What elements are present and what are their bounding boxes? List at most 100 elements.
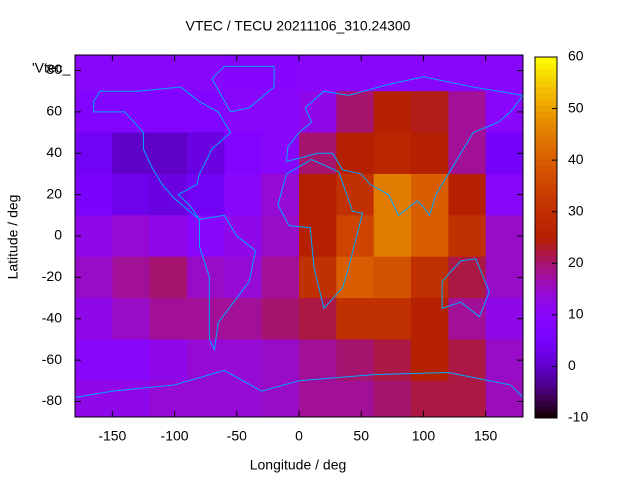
coastline (441, 258, 490, 318)
y-axis-label: Latitude / deg (5, 195, 21, 280)
y-tick-label: -60 (42, 351, 62, 367)
colorbar-step (535, 315, 557, 323)
colorbar-step (535, 411, 557, 419)
colorbar-step (535, 375, 557, 383)
heatmap-cell (411, 55, 449, 92)
heatmap-cell (373, 55, 412, 92)
colorbar-tick-label: 50 (568, 99, 584, 115)
colorbar-step (535, 171, 557, 178)
x-tick-label: -150 (98, 428, 126, 444)
heatmap-cell (224, 256, 263, 299)
colorbar-frame (534, 56, 558, 419)
colorbar-step (535, 393, 557, 401)
heatmap-cell (448, 256, 487, 299)
coastline (93, 86, 232, 220)
colorbar-step (535, 405, 557, 413)
heatmap-cell (373, 215, 412, 258)
heatmap-cell (75, 173, 113, 216)
colorbar-step (535, 99, 557, 106)
heatmap (75, 55, 523, 417)
heatmap-cell (299, 298, 337, 340)
heatmap-cell (336, 91, 375, 134)
colorbar-step (535, 261, 557, 269)
heatmap-cell (299, 173, 337, 216)
heatmap-cell (75, 256, 113, 299)
y-tick-label: 40 (46, 144, 62, 160)
colorbar-step (535, 291, 557, 299)
heatmap-cell (485, 298, 523, 340)
x-tick-label: 150 (474, 428, 498, 444)
colorbar-step (535, 381, 557, 389)
heatmap-cell (224, 215, 263, 258)
heatmap-cell (149, 298, 188, 340)
heatmap-cell (485, 339, 523, 382)
heatmap-cell (187, 256, 225, 299)
heatmap-cell (411, 380, 449, 417)
y-tick-label: 60 (46, 103, 62, 119)
colorbar-step (535, 123, 557, 130)
heatmap-cell (299, 339, 337, 382)
colorbar-step (535, 69, 557, 76)
colorbar-step (535, 63, 557, 70)
heatmap-cell (299, 380, 337, 417)
colorbar-step (535, 357, 557, 365)
colorbar-step (535, 87, 557, 94)
heatmap-cell (187, 55, 225, 92)
heatmap-cell (149, 215, 188, 258)
colorbar-step (535, 279, 557, 287)
heatmap-cell (112, 132, 151, 175)
heatmap-cell (261, 215, 300, 258)
heatmap-cell (299, 55, 337, 92)
colorbar-step (535, 189, 557, 196)
heatmap-cell (336, 132, 375, 175)
colorbar-step (535, 351, 557, 359)
y-tick-label: 0 (54, 227, 62, 243)
colorbar-step (535, 207, 557, 214)
colorbar-step (535, 117, 557, 124)
heatmap-cell (75, 215, 113, 258)
coastline (198, 214, 256, 352)
colorbar-step (535, 165, 557, 172)
heatmap-cell (224, 91, 263, 134)
colorbar-step (535, 153, 557, 160)
colorbar-step (535, 333, 557, 341)
colorbar-step (535, 147, 557, 154)
y-tick-label: -80 (42, 392, 62, 408)
heatmap-cell (75, 132, 113, 175)
heatmap-cell (112, 339, 151, 382)
heatmap-cell (411, 173, 449, 216)
heatmap-cell (411, 256, 449, 299)
heatmap-cell (75, 55, 113, 92)
colorbar-tick-label: 40 (568, 151, 584, 167)
heatmap-cell (187, 215, 225, 258)
y-tick-label: 80 (46, 61, 62, 77)
colorbar-step (535, 339, 557, 347)
heatmap-cell (336, 298, 375, 340)
heatmap-cell (112, 256, 151, 299)
heatmap-cell (149, 256, 188, 299)
heatmap-cell (411, 298, 449, 340)
heatmap-cell (224, 298, 263, 340)
x-axis-label: Longitude / deg (250, 457, 347, 473)
coastline (75, 369, 523, 398)
colorbar-step (535, 255, 557, 263)
heatmap-cell (224, 339, 263, 382)
heatmap-cell (75, 339, 113, 382)
heatmap-cell (149, 55, 188, 92)
colorbar-step (535, 177, 557, 184)
coastline (211, 65, 275, 113)
heatmap-cell (112, 55, 151, 92)
coastline (277, 158, 364, 310)
heatmap-cell (75, 298, 113, 340)
x-tick-label: -50 (227, 428, 247, 444)
colorbar-step (535, 75, 557, 82)
colorbar-step (535, 309, 557, 317)
heatmap-cell (336, 55, 375, 92)
colorbar-step (535, 249, 557, 257)
colorbar-step (535, 363, 557, 371)
colorbar-tick-label: 10 (568, 306, 584, 322)
heatmap-cell (448, 173, 487, 216)
colorbar-step (535, 387, 557, 395)
heatmap-cell (187, 173, 225, 216)
colorbar-step (535, 159, 557, 166)
